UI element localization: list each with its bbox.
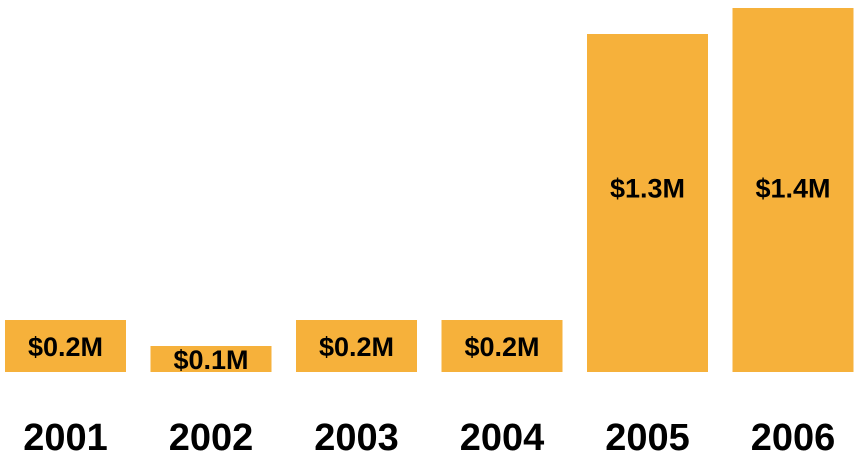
data-label-2006: $1.4M — [755, 173, 830, 203]
x-tick-label-2006: 2006 — [751, 417, 836, 459]
data-label-2002: $0.1M — [173, 345, 248, 375]
data-label-2004: $0.2M — [464, 332, 539, 362]
x-axis-tick-labels: 2001 2002 2003 2004 2005 2006 — [23, 417, 835, 459]
bars-group — [5, 8, 854, 372]
x-tick-label-2005: 2005 — [605, 417, 690, 459]
bar-2004 — [441, 320, 563, 372]
x-tick-label-2001: 2001 — [23, 417, 108, 459]
x-tick-label-2003: 2003 — [314, 417, 399, 459]
x-tick-label-2002: 2002 — [169, 417, 254, 459]
data-label-2001: $0.2M — [28, 332, 103, 362]
data-label-2005: $1.3M — [610, 173, 685, 203]
bar-2003 — [296, 320, 417, 372]
bar-2001 — [5, 320, 126, 372]
bar-2002 — [150, 346, 272, 372]
bar-2006 — [732, 8, 854, 372]
bar-2005 — [587, 34, 708, 372]
data-label-2003: $0.2M — [319, 332, 394, 362]
x-tick-label-2004: 2004 — [460, 417, 545, 459]
bar-labels-group: $0.2M $0.1M $0.2M $0.2M $1.3M $1.4M — [28, 173, 831, 375]
